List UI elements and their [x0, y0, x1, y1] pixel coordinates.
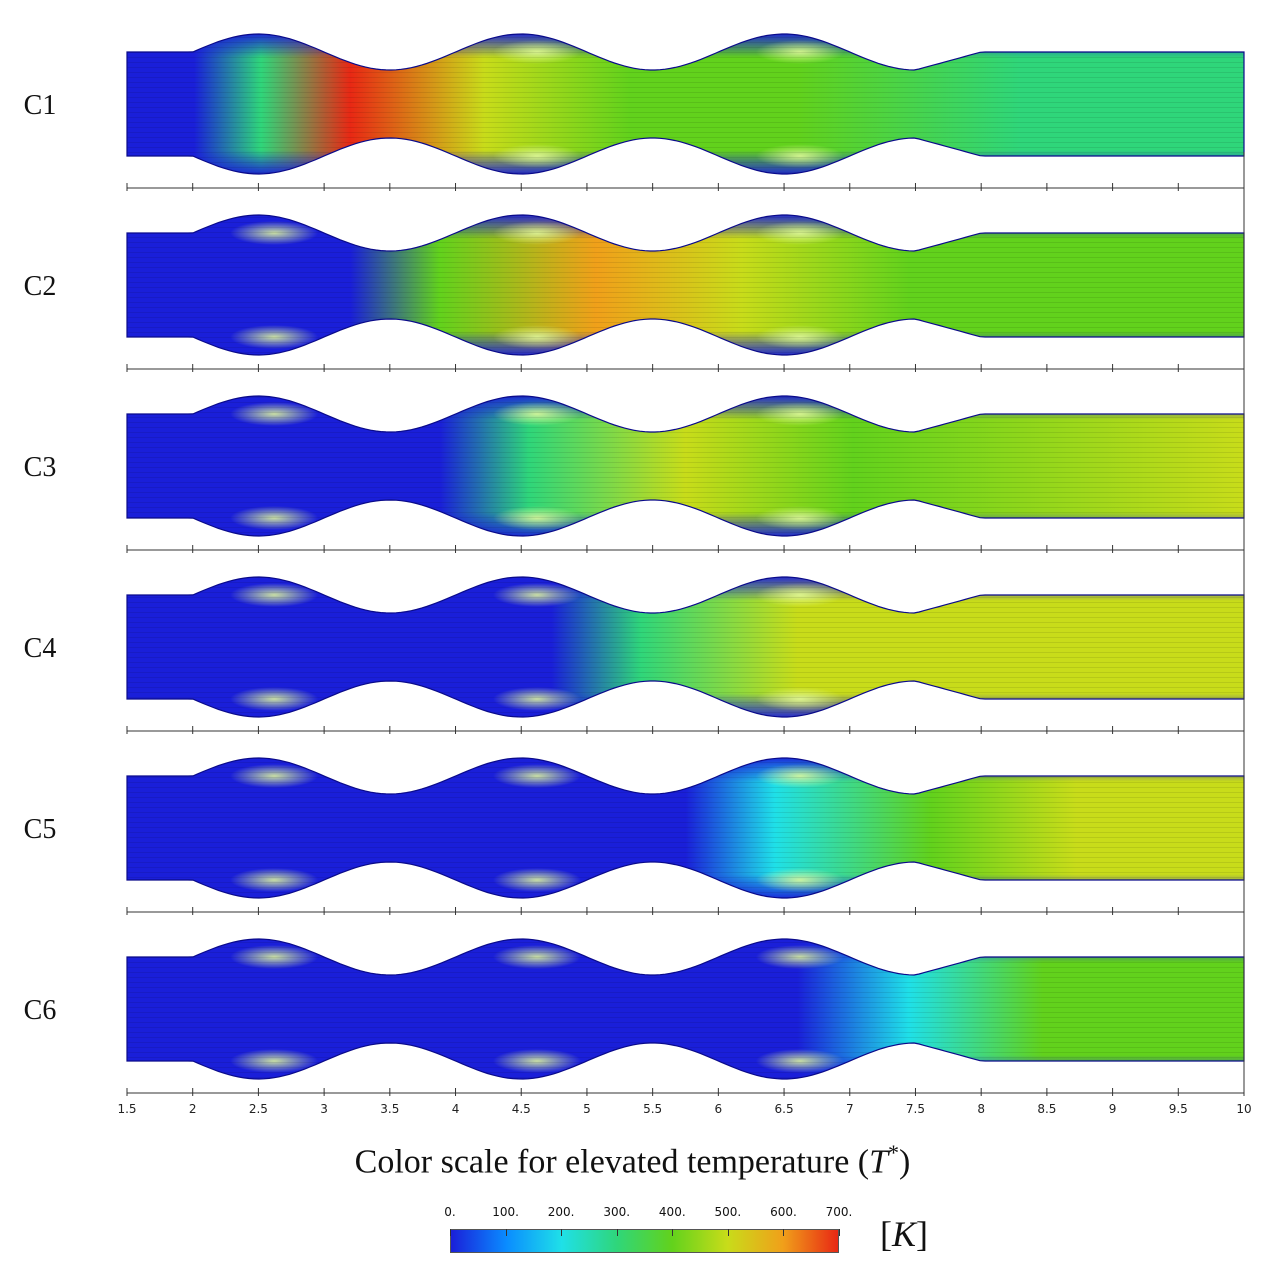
colorbar-tick	[727, 1229, 729, 1236]
case-label: C5	[24, 814, 57, 845]
colorbar-tick-label: 700.	[825, 1205, 853, 1219]
colorbar-tick-label: 400.	[658, 1205, 686, 1219]
colorbar-tick	[783, 1229, 785, 1236]
axis-tick-label: 4.5	[512, 1102, 531, 1116]
colorbar-tick	[672, 1229, 674, 1236]
case-label: C1	[24, 90, 57, 121]
axis-tick-label: 7	[846, 1102, 854, 1116]
axis-tick-label: 9.5	[1169, 1102, 1188, 1116]
panel-axis	[126, 183, 1245, 372]
case-panel-c5: C5	[24, 726, 1245, 915]
axis-tick-label: 7.5	[906, 1102, 925, 1116]
colorbar-tick	[839, 1229, 840, 1236]
panel-axis	[126, 907, 1245, 1096]
colorbar-tick-label: 500.	[714, 1205, 742, 1219]
case-label: C6	[24, 995, 57, 1026]
axis-tick-label: 2.5	[249, 1102, 268, 1116]
axis-tick-label: 6	[715, 1102, 723, 1116]
case-panel-c1: C1	[24, 33, 1245, 191]
colorbar-gradient	[450, 1229, 839, 1253]
caption-suffix: )	[899, 1143, 911, 1181]
case-label: C4	[24, 633, 57, 664]
colorbar-tick	[505, 1229, 507, 1236]
panel-axis	[126, 364, 1245, 553]
colorbar-unit: [K]	[880, 1214, 929, 1254]
axis-tick-label: 5.5	[643, 1102, 662, 1116]
caption-superscript: *	[888, 1140, 900, 1165]
caption-symbol: T	[869, 1143, 889, 1181]
panel-axis	[126, 726, 1245, 915]
caption-prefix: Color scale for elevated temperature (	[354, 1143, 870, 1181]
axis-tick-label: 8	[977, 1102, 985, 1116]
colorbar-tick-label: 200.	[547, 1205, 575, 1219]
axis-tick-label: 4	[452, 1102, 460, 1116]
case-panel-c3: C3	[24, 364, 1245, 553]
axis-tick-label: 3	[320, 1102, 328, 1116]
colorbar-caption: Color scale for elevated temperature (T*…	[0, 1140, 1265, 1181]
panel-axis	[126, 152, 1245, 191]
axis-tick-label: 8.5	[1037, 1102, 1056, 1116]
colorbar-tick-label: 100.	[492, 1205, 519, 1219]
unit-symbol: K	[892, 1214, 917, 1254]
axis-tick-label: 9	[1109, 1102, 1117, 1116]
case-panel-c4: C4	[24, 545, 1245, 734]
axis-tick-label: 1.5	[117, 1102, 136, 1116]
axis-tick-label: 3.5	[380, 1102, 399, 1116]
axis-tick-label: 5	[583, 1102, 591, 1116]
colorbar-tick	[450, 1229, 451, 1236]
case-label: C2	[24, 271, 57, 302]
case-panel-c2: C2	[24, 183, 1245, 372]
temperature-field-figure: C1 C2 C3 C4 C5 C6 1.5 2 2.5 3 3.5 4 4.5 5 5.5 6 6.5 7 7.5 8…	[24, 33, 1252, 1116]
case-panel-c6: C6	[24, 907, 1245, 1096]
colorbar-tick	[561, 1229, 563, 1236]
colorbar-tick-label: 300.	[603, 1205, 631, 1219]
colorbar-tick-label: 600.	[770, 1205, 797, 1219]
colorbar-tick-label: 0.	[444, 1205, 456, 1219]
case-label: C3	[24, 452, 57, 483]
axis-tick-label: 2	[189, 1102, 197, 1116]
colorbar: 0. 100. 200. 300. 400. 500. 600. 700.	[430, 1205, 860, 1265]
colorbar-tick	[616, 1229, 618, 1236]
axis-tick-label: 6.5	[775, 1102, 794, 1116]
axis-tick-label: 10	[1236, 1102, 1251, 1116]
